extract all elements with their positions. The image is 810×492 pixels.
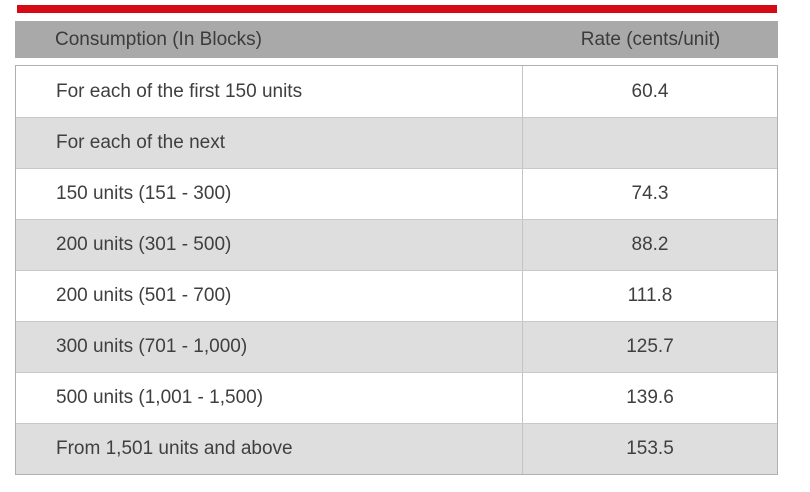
table-row: 200 units (501 - 700) 111.8 [16,270,777,321]
rate-cell: 111.8 [627,285,673,306]
red-accent-bar [17,5,777,13]
consumption-cell: 200 units (301 - 500) [16,220,523,270]
table-row: From 1,501 units and above 153.5 [16,423,777,474]
consumption-cell: 300 units (701 - 1,000) [16,322,523,372]
rate-cell: 60.4 [631,80,669,102]
table-row: 200 units (301 - 500) 88.2 [16,219,777,270]
column-header-rate: Rate (cents/unit) [580,28,721,50]
consumption-rate-table: Consumption (In Blocks) Rate (cents/unit… [15,21,778,475]
rate-cell: 125.7 [626,336,674,357]
rate-cell [523,118,777,168]
consumption-cell: From 1,501 units and above [16,424,523,474]
table-body: For each of the first 150 units 60.4 For e… [15,65,778,475]
table-header-row: Consumption (In Blocks) Rate (cents/unit… [15,21,778,58]
rate-cell: 139.6 [626,387,674,408]
consumption-cell: For each of the next [16,118,523,168]
table-row: For each of the first 150 units 60.4 [16,66,777,117]
table-row: For each of the next [16,117,777,168]
rate-cell: 74.3 [631,183,669,204]
consumption-cell: 150 units (151 - 300) [16,169,523,219]
rate-cell: 88.2 [631,234,669,255]
consumption-cell: 500 units (1,001 - 1,500) [16,373,523,423]
column-header-consumption: Consumption (In Blocks) [55,28,262,50]
table-row: 500 units (1,001 - 1,500) 139.6 [16,372,777,423]
rate-cell: 153.5 [626,438,674,459]
table-row: 300 units (701 - 1,000) 125.7 [16,321,777,372]
consumption-cell: For each of the first 150 units [16,66,523,117]
consumption-cell: 200 units (501 - 700) [16,271,523,321]
table-row: 150 units (151 - 300) 74.3 [16,168,777,219]
